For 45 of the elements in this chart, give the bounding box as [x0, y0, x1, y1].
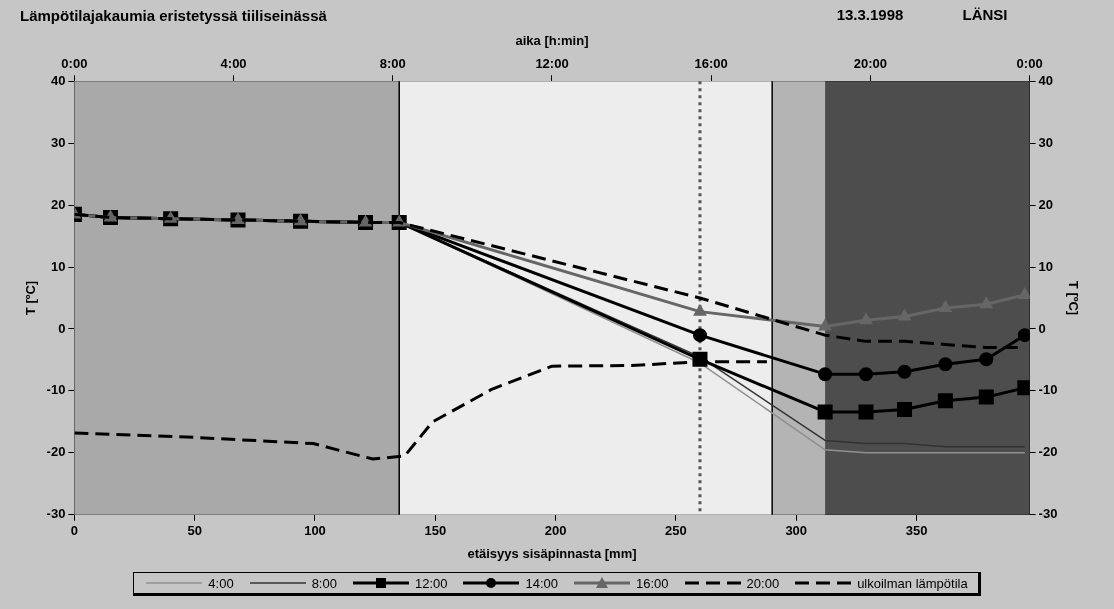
y2-axis-title: T [ºC] — [1065, 280, 1081, 316]
y-tick-label: 40 — [50, 72, 66, 88]
chart-title: Lämpötilajakaumia eristetyssä tiiliseinässä — [20, 7, 328, 25]
x2-tick-label: 0:00 — [1016, 55, 1043, 71]
legend-label: 4:00 — [208, 575, 234, 591]
x-tick-label: 100 — [304, 523, 326, 539]
y-tick-label: -30 — [46, 506, 66, 522]
x-axis-title: etäisyys sisäpinnasta [mm] — [467, 545, 637, 561]
x2-tick-label: 4:00 — [220, 55, 247, 71]
y2-tick-label: 40 — [1038, 72, 1054, 88]
x2-tick-label: 16:00 — [694, 55, 728, 71]
y2-tick-label: -30 — [1038, 506, 1058, 522]
text: 13.3.1998 — [836, 6, 904, 24]
y2-tick-label: 30 — [1038, 134, 1054, 150]
legend-label: 16:00 — [636, 575, 669, 591]
y-tick-label: -20 — [46, 444, 66, 460]
x-tick-label: 250 — [665, 523, 687, 539]
legend-label: 8:00 — [311, 575, 337, 591]
legend-label: 14:00 — [525, 575, 559, 591]
y2-tick-label: 10 — [1038, 258, 1054, 274]
legend-label: 12:00 — [414, 575, 448, 591]
y-axis-title: T [ºC] — [23, 280, 39, 316]
y-tick-label: 30 — [50, 134, 66, 150]
y-tick-label: 20 — [50, 196, 66, 212]
x2-tick-label: 12:00 — [535, 55, 569, 71]
x2-axis-title: aika [h:min] — [515, 33, 589, 49]
legend-label: 20:00 — [746, 575, 780, 591]
y2-tick-label: 0 — [1038, 320, 1046, 336]
x-tick-label: 350 — [905, 523, 928, 539]
y2-tick-label: 20 — [1038, 196, 1054, 212]
x2-tick-label: 0:00 — [61, 55, 88, 71]
y2-tick-label: -20 — [1038, 444, 1058, 460]
x-tick-label: 50 — [187, 523, 202, 539]
y-tick-label: 0 — [58, 320, 66, 336]
y-tick-label: 10 — [50, 258, 66, 274]
x2-tick-label: 8:00 — [379, 55, 406, 71]
x2-tick-label: 20:00 — [853, 55, 888, 71]
y-tick-label: -10 — [46, 382, 66, 398]
x-tick-label: 200 — [544, 523, 567, 539]
y2-tick-label: -10 — [1038, 382, 1058, 398]
x-tick-label: 300 — [785, 523, 808, 539]
text: LÄNSI — [962, 6, 1008, 24]
x-tick-label: 150 — [424, 523, 447, 539]
legend-label: ulkoilman lämpötila — [857, 575, 968, 591]
x-tick-label: 0 — [70, 523, 79, 539]
